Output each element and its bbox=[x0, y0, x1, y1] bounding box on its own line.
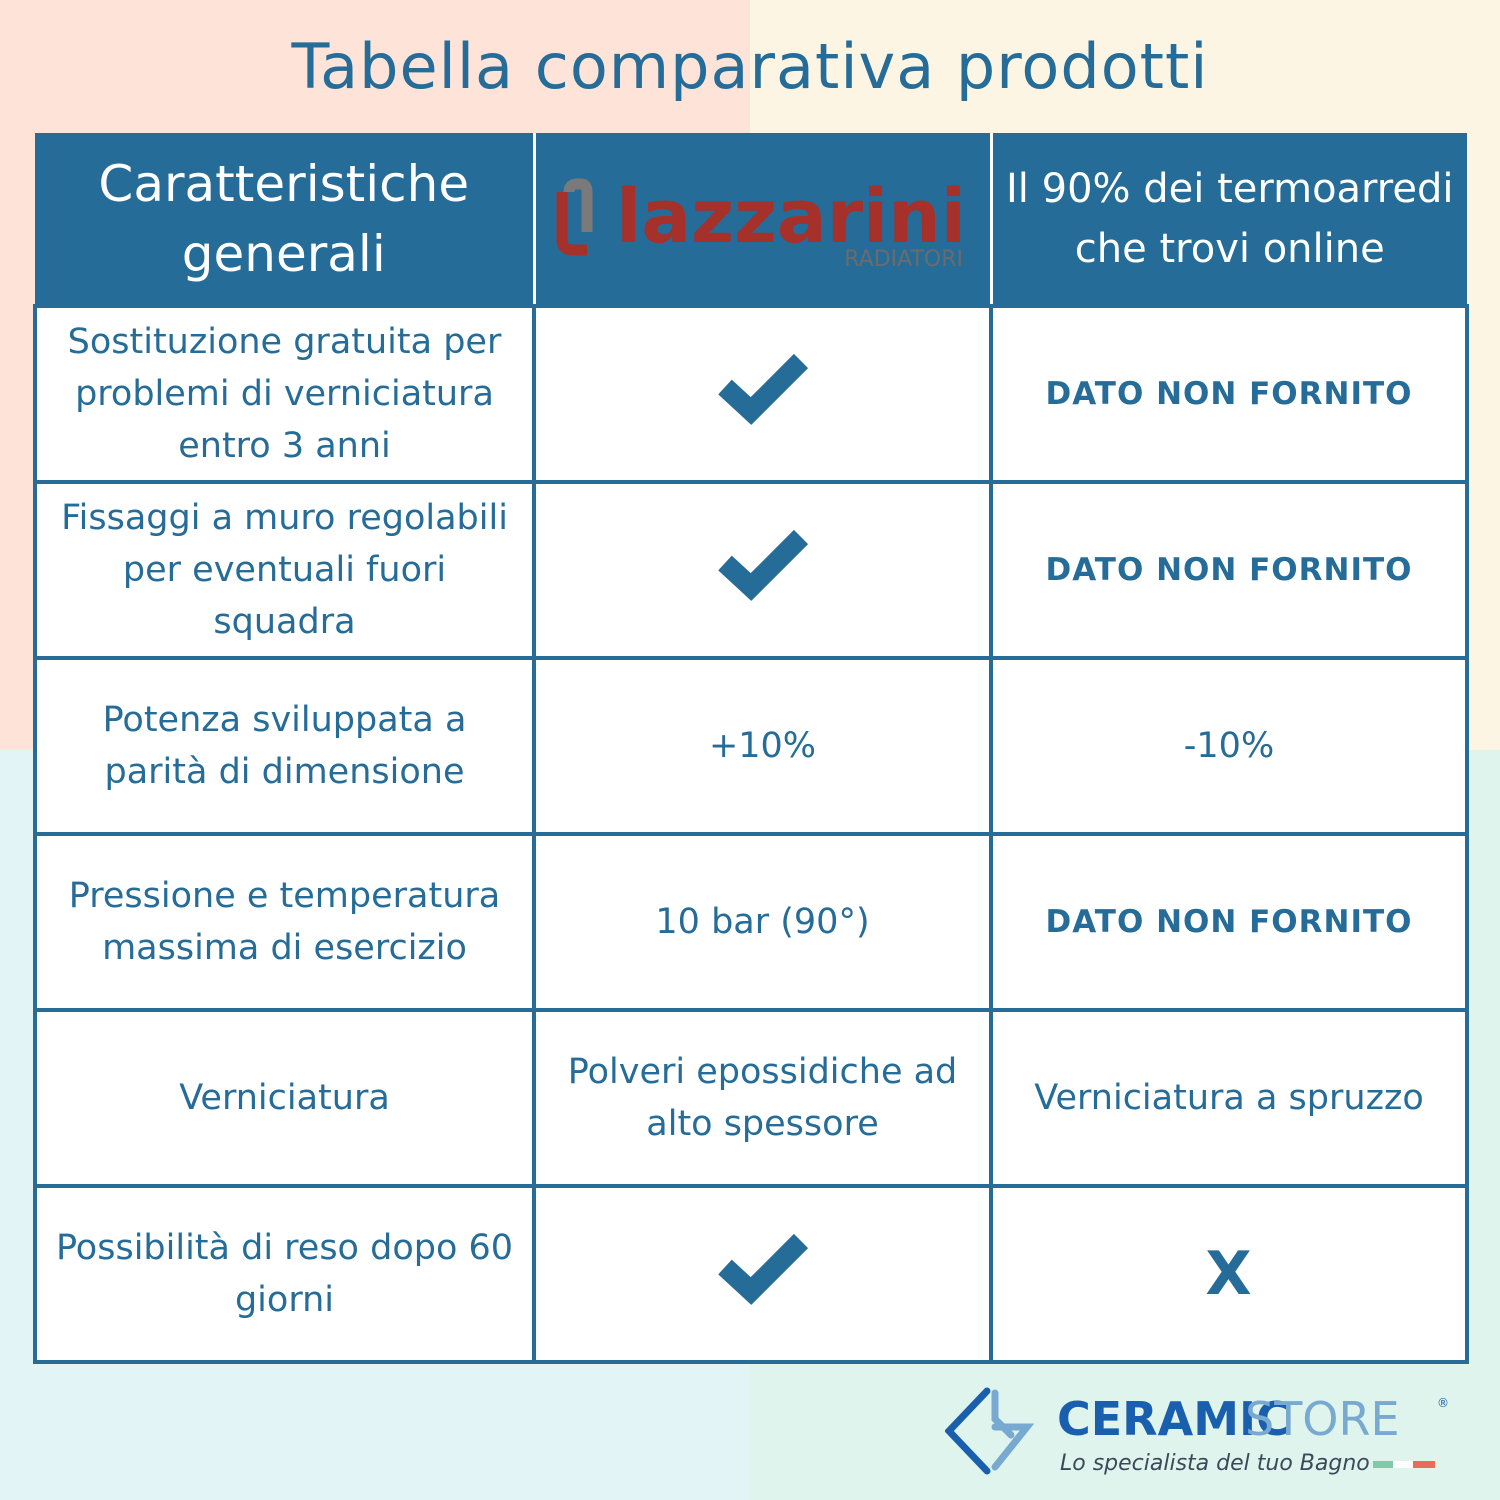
check-icon bbox=[717, 529, 808, 601]
table-row: Possibilità di reso dopo 60 giorni X bbox=[33, 1184, 1469, 1364]
svg-text:CERAMIC: CERAMIC bbox=[1057, 1392, 1290, 1446]
others-cell: Verniciatura a spruzzo bbox=[989, 1008, 1469, 1188]
comparison-table: Caratteristiche generali lazzarini RADIA… bbox=[33, 133, 1469, 1364]
others-cell: DATO NON FORNITO bbox=[989, 304, 1469, 484]
table-row: Sostituzione gratuita per problemi di ve… bbox=[33, 304, 1469, 484]
lazzarini-cell: +10% bbox=[532, 656, 993, 836]
check-icon bbox=[717, 1233, 808, 1305]
lazzarini-cell bbox=[532, 480, 993, 660]
page-title: Tabella comparativa prodotti bbox=[291, 30, 1209, 103]
lazzarini-cell: 10 bar (90°) bbox=[532, 832, 993, 1012]
others-cell: DATO NON FORNITO bbox=[989, 832, 1469, 1012]
table-row: Potenza sviluppata a parità di dimension… bbox=[33, 656, 1469, 836]
others-cell: X bbox=[989, 1184, 1469, 1364]
feature-cell: Pressione e temperatura massima di eserc… bbox=[33, 832, 536, 1012]
others-cell: -10% bbox=[989, 656, 1469, 836]
svg-text:Lo specialista del tuo Bagno: Lo specialista del tuo Bagno bbox=[1060, 1451, 1370, 1476]
svg-text:STORE: STORE bbox=[1245, 1392, 1400, 1446]
feature-cell: Potenza sviluppata a parità di dimension… bbox=[33, 656, 536, 836]
header-others: Il 90% dei termoarredi che trovi online bbox=[989, 133, 1467, 306]
table-row: Fissaggi a muro regolabili per eventuali… bbox=[33, 480, 1469, 660]
check-icon bbox=[717, 353, 808, 425]
feature-cell: Sostituzione gratuita per problemi di ve… bbox=[33, 304, 536, 484]
others-cell: DATO NON FORNITO bbox=[989, 480, 1469, 660]
table-row: Verniciatura Polveri epossidiche ad alto … bbox=[33, 1008, 1469, 1188]
feature-cell: Verniciatura bbox=[33, 1008, 536, 1188]
feature-cell: Fissaggi a muro regolabili per eventuali… bbox=[33, 480, 536, 660]
svg-text:®: ® bbox=[1437, 1396, 1449, 1410]
header-features: Caratteristiche generali bbox=[35, 133, 536, 306]
svg-text:RADIATORI: RADIATORI bbox=[844, 247, 963, 272]
feature-cell: Possibilità di reso dopo 60 giorni bbox=[33, 1184, 536, 1364]
header-lazzarini-logo: lazzarini RADIATORI bbox=[532, 133, 993, 306]
svg-text:lazzarini: lazzarini bbox=[616, 174, 966, 260]
lazzarini-cell: Polveri epossidiche ad alto spessore bbox=[532, 1008, 993, 1188]
table-row: Pressione e temperatura massima di eserc… bbox=[33, 832, 1469, 1012]
lazzarini-cell bbox=[532, 304, 993, 484]
lazzarini-logo: lazzarini RADIATORI bbox=[556, 174, 966, 272]
ceramicstore-logo: CERAMIC STORE ® Lo specialista del tuo B… bbox=[944, 1385, 1465, 1489]
lazzarini-cell bbox=[532, 1184, 993, 1364]
